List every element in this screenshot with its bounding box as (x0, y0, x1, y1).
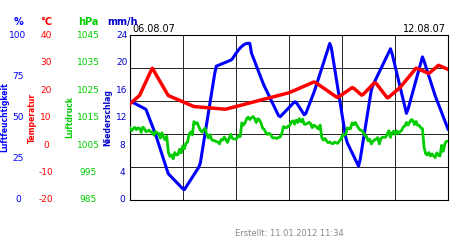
Text: 4: 4 (119, 168, 125, 177)
Text: -10: -10 (39, 168, 54, 177)
Text: 20: 20 (40, 86, 52, 94)
Text: 985: 985 (79, 196, 97, 204)
Text: 20: 20 (116, 58, 128, 67)
Text: 75: 75 (12, 72, 24, 81)
Text: 1025: 1025 (76, 86, 99, 94)
Text: 30: 30 (40, 58, 52, 67)
Text: 100: 100 (9, 30, 27, 40)
Text: 16: 16 (116, 86, 128, 94)
Text: -20: -20 (39, 196, 53, 204)
Text: 10: 10 (40, 113, 52, 122)
Text: hPa: hPa (78, 17, 98, 27)
Text: Luftfeuchtigkeit: Luftfeuchtigkeit (0, 82, 9, 152)
Text: 50: 50 (12, 113, 24, 122)
Text: Erstellt: 11.01.2012 11:34: Erstellt: 11.01.2012 11:34 (234, 228, 343, 237)
Text: 995: 995 (79, 168, 97, 177)
Text: %: % (13, 17, 23, 27)
Text: 1045: 1045 (76, 30, 99, 40)
Text: 40: 40 (40, 30, 52, 40)
Text: Luftdruck: Luftdruck (66, 96, 75, 138)
Text: 06.08.07: 06.08.07 (132, 24, 175, 34)
Text: 1035: 1035 (76, 58, 99, 67)
Text: 0: 0 (119, 196, 125, 204)
Text: °C: °C (40, 17, 52, 27)
Text: Temperatur: Temperatur (27, 92, 36, 142)
Text: 1015: 1015 (76, 113, 99, 122)
Text: 12: 12 (116, 113, 128, 122)
Text: 24: 24 (117, 30, 128, 40)
Text: 8: 8 (119, 140, 125, 149)
Text: 0: 0 (15, 196, 21, 204)
Text: 25: 25 (12, 154, 24, 163)
Text: mm/h: mm/h (107, 17, 137, 27)
Text: 1005: 1005 (76, 140, 99, 149)
Text: 0: 0 (43, 140, 49, 149)
Text: 12.08.07: 12.08.07 (403, 24, 446, 34)
Text: Niederschlag: Niederschlag (104, 89, 112, 146)
